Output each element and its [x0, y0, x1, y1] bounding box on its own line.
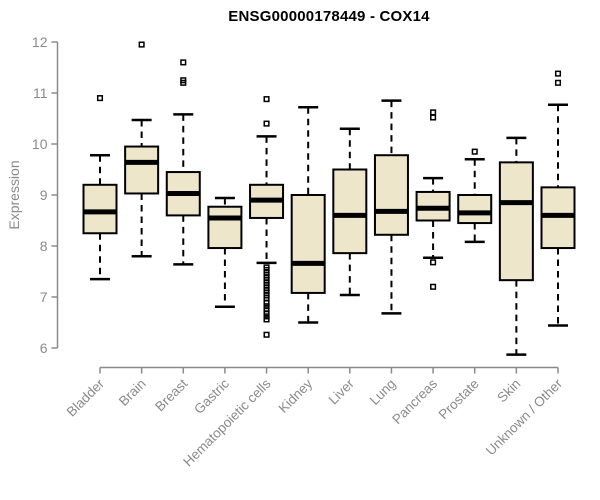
outlier-point-prostate	[471, 148, 478, 155]
y-tick-label-12: 12	[32, 34, 48, 50]
outlier-point-hematopoietic-cells	[263, 300, 270, 307]
y-tick-label-8: 8	[40, 238, 48, 254]
box-brain	[124, 145, 160, 195]
x-tick-label-bladder: Bladder	[64, 376, 108, 420]
outlier-point-breast	[180, 59, 187, 66]
outlier-point-hematopoietic-cells	[263, 120, 270, 127]
x-tick-label-liver: Liver	[326, 376, 358, 408]
box-gastric	[207, 205, 243, 250]
x-tick-label-gastric: Gastric	[191, 376, 232, 417]
y-tick-label-9: 9	[40, 187, 48, 203]
box-lung	[373, 154, 409, 236]
outlier-point-pancreas	[430, 283, 437, 290]
x-tick-label-lung: Lung	[367, 376, 399, 408]
box-kidney	[290, 194, 326, 294]
x-tick-label-kidney: Kidney	[276, 376, 316, 416]
outlier-point-hematopoietic-cells	[263, 331, 270, 338]
outlier-point-breast	[180, 79, 187, 86]
outlier-point-unknown-other	[554, 79, 562, 86]
outlier-point-pancreas	[430, 109, 437, 116]
outlier-point-bladder	[96, 95, 104, 102]
box-liver	[332, 168, 368, 255]
x-tick-label-unknown-other: Unknown / Other	[483, 376, 566, 459]
box-skin	[498, 161, 534, 282]
y-tick-label-10: 10	[32, 136, 48, 152]
y-tick-label-11: 11	[33, 85, 48, 101]
x-tick-label-prostate: Prostate	[436, 376, 482, 422]
box-prostate	[457, 194, 493, 225]
outlier-point-pancreas	[430, 259, 437, 266]
y-tick-label-7: 7	[40, 289, 48, 305]
y-tick-label-6: 6	[40, 340, 48, 356]
outlier-point-pancreas	[430, 114, 437, 121]
outlier-point-hematopoietic-cells	[263, 303, 270, 310]
outlier-point-hematopoietic-cells	[263, 310, 270, 317]
outlier-point-hematopoietic-cells	[263, 313, 270, 320]
x-tick-label-brain: Brain	[116, 376, 149, 409]
outlier-point-unknown-other	[554, 70, 562, 77]
outlier-point-hematopoietic-cells	[263, 316, 270, 323]
outlier-point-hematopoietic-cells	[263, 96, 270, 103]
box-bladder	[82, 183, 118, 235]
chart-title: ENSG00000178449 - COX14	[228, 8, 430, 25]
x-tick-label-skin: Skin	[494, 376, 523, 405]
x-tick-label-breast: Breast	[152, 376, 190, 414]
x-tick-label-pancreas: Pancreas	[389, 376, 440, 427]
outlier-point-brain	[138, 41, 145, 48]
